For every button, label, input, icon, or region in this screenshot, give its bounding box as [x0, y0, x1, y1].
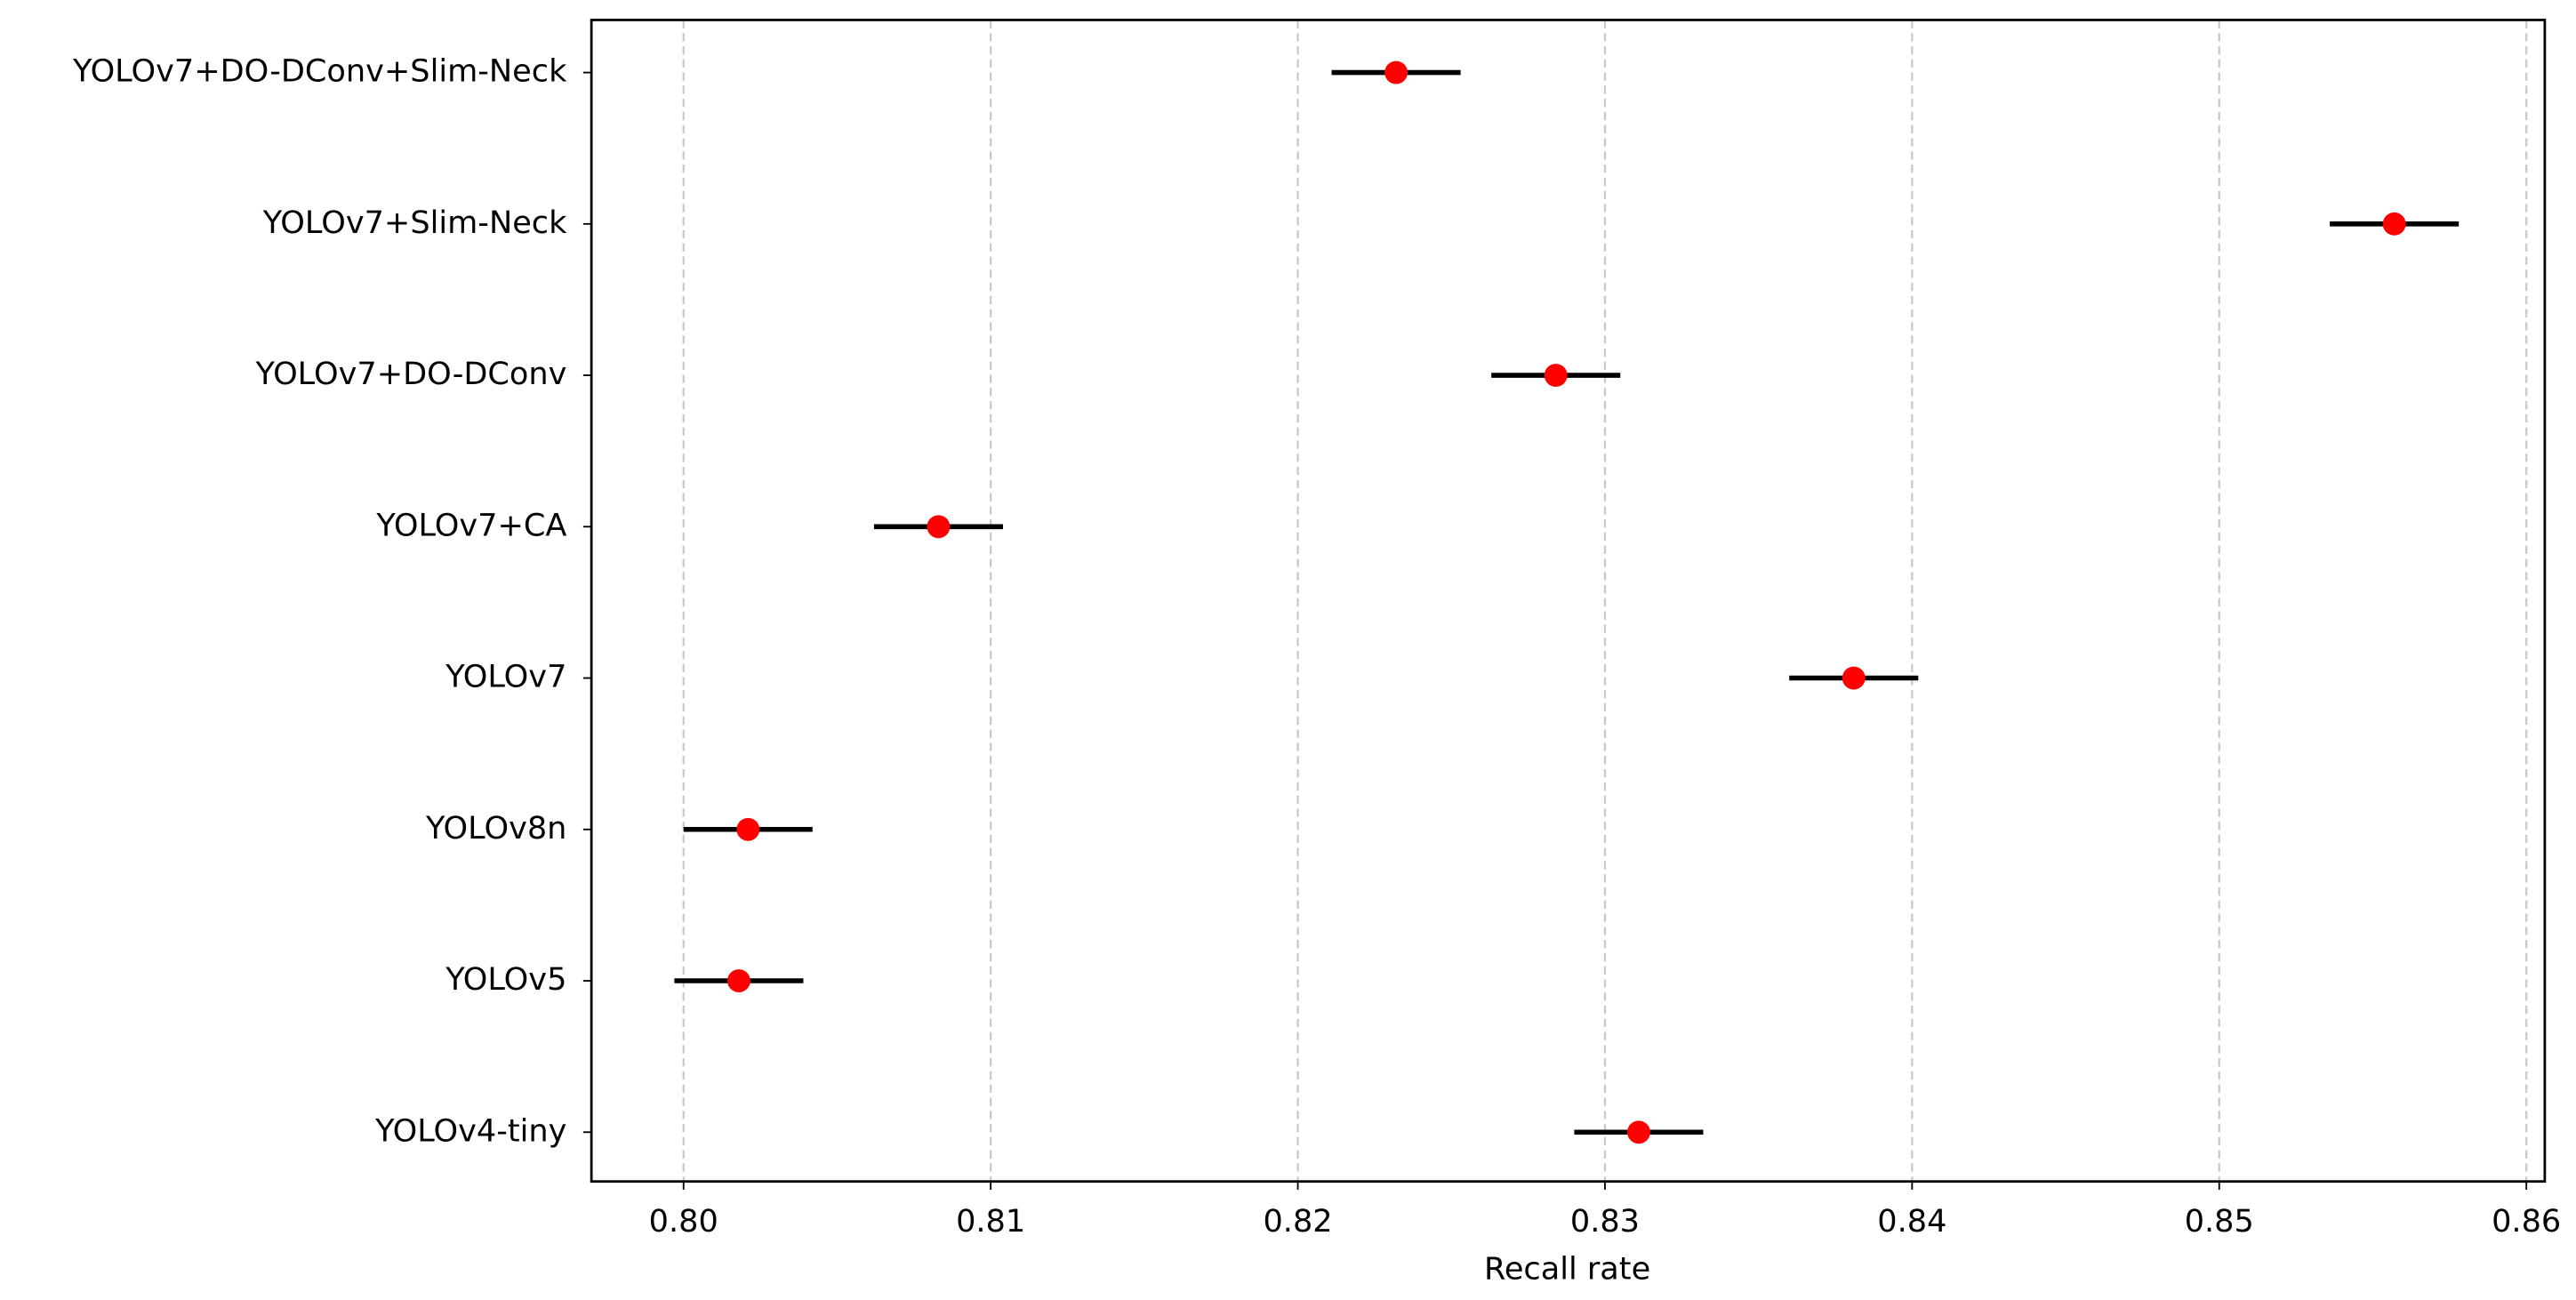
point [927, 515, 951, 539]
plot-frame [590, 19, 2547, 1184]
point [2382, 212, 2406, 236]
x-tick-label: 0.83 [1570, 1203, 1640, 1240]
point [1384, 60, 1408, 84]
point [1544, 364, 1568, 387]
x-tick-label: 0.84 [1877, 1203, 1946, 1240]
point [1842, 666, 1866, 690]
x-tick-label: 0.85 [2185, 1203, 2254, 1240]
y-tick-label: YOLOv7+DO-DConv+Slim-Neck [72, 53, 567, 90]
x-axis-label: Recall rate [1484, 1250, 1650, 1287]
point [726, 969, 750, 992]
y-tick-label: YOLOv7 [445, 659, 566, 695]
point [736, 817, 760, 841]
x-tick-label: 0.86 [2492, 1203, 2561, 1240]
y-tick-label: YOLOv8n [425, 810, 566, 847]
x-tick-label: 0.81 [956, 1203, 1025, 1240]
y-tick-label: YOLOv5 [445, 961, 566, 998]
y-tick-label: YOLOv7+Slim-Neck [262, 205, 567, 241]
point [1627, 1120, 1650, 1144]
y-tick-label: YOLOv7+CA [375, 507, 566, 543]
x-tick-label: 0.82 [1263, 1203, 1332, 1240]
y-tick-label: YOLOv7+DO-DConv [255, 356, 567, 392]
x-tick-label: 0.80 [649, 1203, 718, 1240]
y-tick-label: YOLOv4-tiny [374, 1112, 566, 1149]
